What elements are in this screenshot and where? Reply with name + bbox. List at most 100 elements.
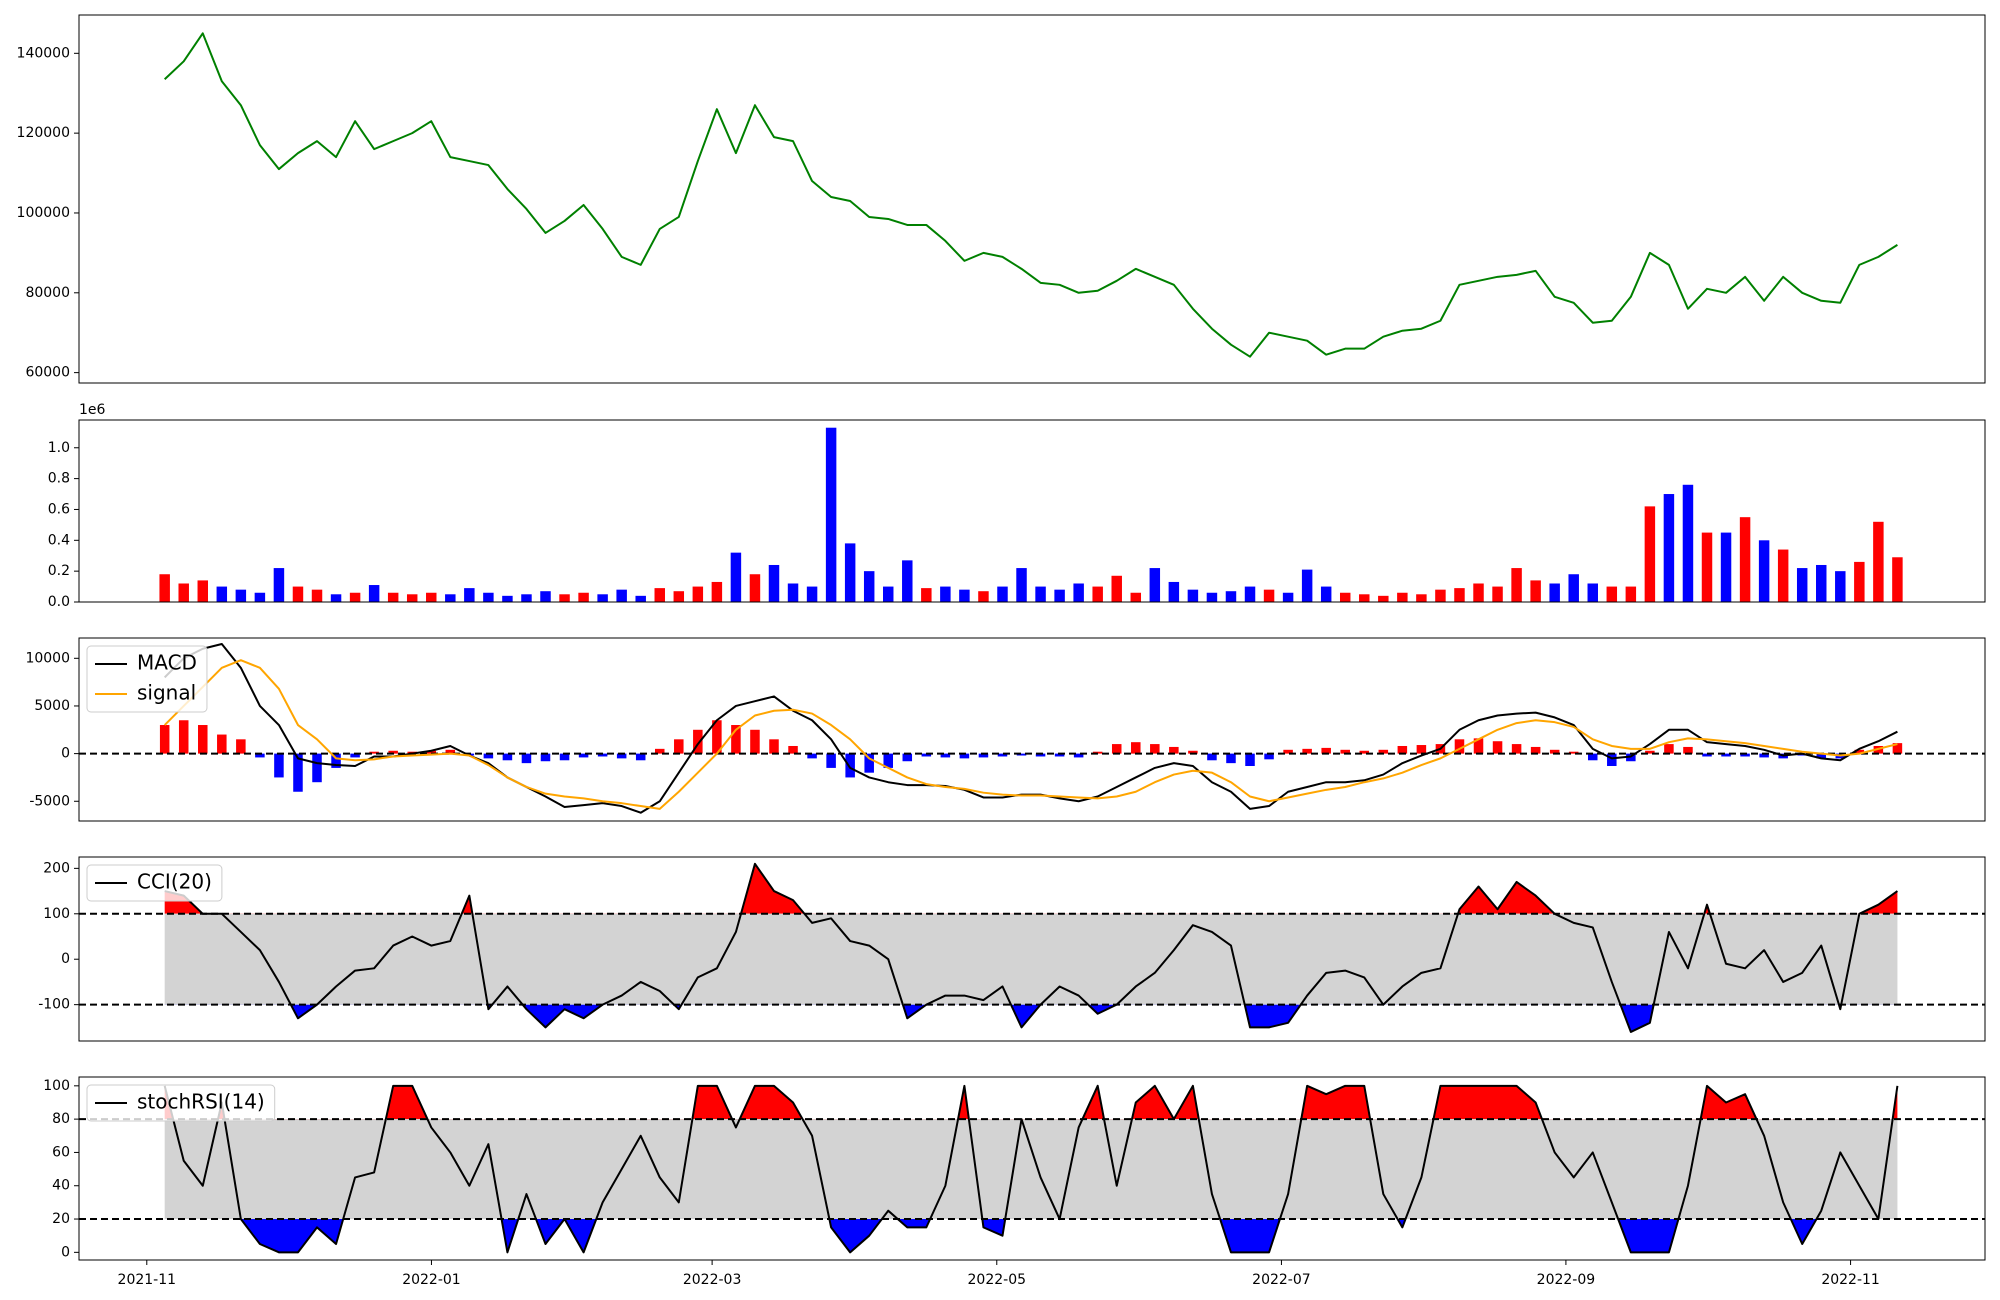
bar [883,586,894,602]
bar [731,725,741,754]
bar [1568,574,1579,602]
bar [540,753,551,762]
bar [1016,753,1027,756]
bar [1492,741,1503,754]
bar [1339,592,1351,602]
bar [1283,749,1293,754]
bar [1873,521,1884,602]
bar [1016,568,1027,602]
bar [1435,589,1446,602]
bar [1796,568,1808,602]
y-tick-label: 100000 [17,205,70,221]
bar [483,753,494,759]
bar [1206,592,1218,602]
bar [293,753,303,792]
y-tick-label: -100 [38,997,70,1013]
bar [198,725,208,754]
y-tick-label: 0 [61,1244,70,1260]
bar [1131,742,1141,754]
bar [1244,586,1256,602]
bar [1854,561,1865,602]
bar [1664,744,1674,754]
bar [883,753,894,768]
bar [1168,581,1180,602]
y-tick-label: 80 [52,1111,70,1127]
y-tick-label: 40 [52,1178,70,1194]
y-tick-label: 0.2 [48,563,70,579]
offset-label: 1e6 [79,402,106,418]
y-tick-label: 0 [61,951,70,967]
legend-label: CCI(20) [137,870,212,894]
bar [1587,583,1598,602]
legend: CCI(20) [86,864,223,902]
bar [902,560,913,602]
bar [1416,594,1427,602]
bar [350,753,360,758]
y-tick-label: 80000 [25,285,70,301]
x-tick-label: 2022-09 [1537,1272,1596,1288]
bar [1169,746,1179,754]
bar [654,748,665,754]
bar [1777,549,1789,602]
bar [673,591,685,602]
bar [559,753,570,761]
bar [330,594,342,602]
bar [674,739,684,754]
bar [1301,569,1313,602]
bar [1511,744,1522,754]
overbought-fill [164,1085,1898,1120]
bar [1492,586,1503,602]
bar [1111,575,1122,602]
bar [235,589,247,602]
y-tick-label: 5000 [34,698,70,714]
bar [1150,744,1160,754]
x-tick-label: 2022-07 [1252,1272,1311,1288]
bar [864,753,874,773]
bar [445,594,456,602]
bar [178,583,189,602]
panel-frame [78,856,1986,1042]
bar [1549,583,1560,602]
bar [1854,749,1865,754]
bar [1397,592,1408,602]
y-tick-label: 200 [43,860,70,876]
bar [1473,583,1484,602]
neutral-band [164,913,1898,1005]
bar [1092,586,1103,602]
x-tick-label: 2022-11 [1821,1272,1880,1288]
y-tick-label: 0.0 [48,594,70,610]
bar [959,753,970,759]
bar [521,753,532,764]
y-tick-label: 0.8 [48,471,70,487]
y-tick-label: 0.6 [48,501,70,517]
panel-frame [78,1076,1986,1261]
bar [1740,753,1750,757]
bar [578,753,589,758]
series-line [163,32,1898,358]
bar [1320,586,1332,602]
bar [159,574,170,602]
bar [1226,753,1236,764]
bar [1606,586,1618,602]
legend-label: stochRSI(14) [137,1090,265,1114]
x-tick-label: 2022-01 [402,1272,461,1288]
bar [369,751,379,754]
bar [806,586,818,602]
bar [921,753,932,757]
bar [1530,580,1541,602]
bar [1625,586,1637,602]
bar [1359,750,1370,754]
bar [1111,744,1122,754]
bar [331,753,341,768]
bar [445,749,456,754]
bar [1359,594,1370,602]
y-tick-label: 100 [43,906,70,922]
bar [1130,592,1142,602]
panel-frame [78,14,1986,384]
bar [1416,745,1427,754]
bar [1282,592,1294,602]
bar [502,753,513,761]
y-tick-label: 1.0 [48,440,70,456]
bar [559,594,570,602]
bar [1587,753,1598,761]
